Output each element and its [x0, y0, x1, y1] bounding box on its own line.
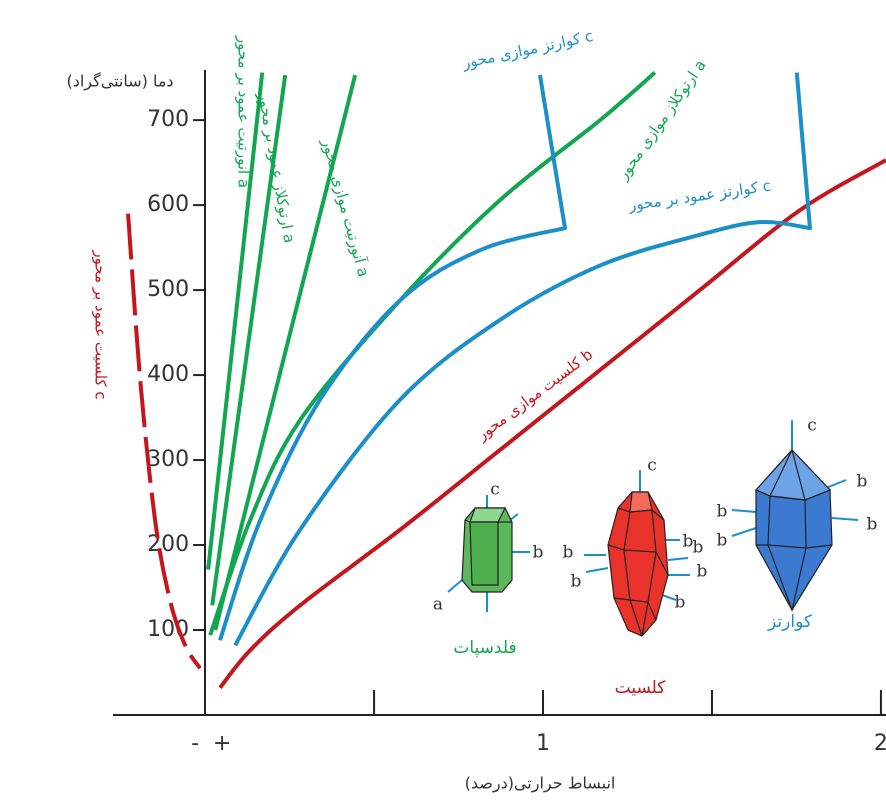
crystal-axis-label: b [693, 538, 704, 558]
series-line [206, 72, 265, 570]
crystal-axis-label: b [867, 515, 878, 535]
series-label: کلسیت عمود بر محور c [92, 249, 110, 399]
mineral-name: کلسیت [615, 678, 667, 698]
series-line [218, 74, 567, 641]
crystal-axis-label: c [490, 480, 500, 500]
calcite-crystal [584, 470, 690, 637]
x-tick-label: 1 [536, 731, 550, 756]
series-line [213, 74, 358, 631]
quartz-crystal [731, 420, 859, 613]
series-line [210, 74, 288, 606]
series-label: کلسیت موازی محور b [472, 345, 596, 444]
series-line [218, 158, 886, 690]
series-label: آنورتیت عمود بر محور a [235, 35, 253, 188]
sign-label: + [213, 731, 231, 756]
crystal-axis-label: b [533, 543, 544, 563]
crystal-axis-label: c [647, 456, 657, 476]
series-line [126, 213, 202, 670]
series-label: کوارتز عمود بر محور c [627, 177, 772, 215]
mineral-name: کوارتز [767, 612, 813, 632]
y-tick-label: 300 [147, 447, 189, 472]
crystal-axis-label: b [717, 531, 728, 551]
y-tick-label: 400 [147, 362, 189, 387]
y-tick-label: 200 [147, 532, 189, 557]
series-line [233, 72, 812, 647]
x-tick-label: 2 [874, 731, 886, 756]
series-label: ارتوکلاز موازی محور a [613, 56, 710, 183]
crystal-axis-label: c [807, 416, 817, 436]
y-tick-label: 500 [147, 277, 189, 302]
crystal-axis-label: b [563, 543, 574, 563]
crystal-axis-label: a [433, 595, 443, 615]
x-axis-label: انبساط حرارتی(درصد) [465, 774, 616, 794]
crystal-axis-label: b [675, 593, 686, 613]
y-axis-label: دما (سانتی‌گراد) [66, 72, 173, 92]
crystal-axis-label: b [571, 572, 582, 592]
crystal-icons [447, 420, 859, 637]
crystal-axis-label: b [857, 472, 868, 492]
series-label: کوارتز موازی محور c [460, 27, 595, 72]
series-label: ارتوکلاز عمود بر محور a [254, 90, 298, 244]
y-tick-label: 700 [147, 107, 189, 132]
sign-label: - [191, 731, 199, 756]
mineral-name: فلدسپات [453, 638, 516, 658]
series-label: آنورتیت موازی محور a [318, 136, 372, 279]
crystal-axis-label: b [697, 562, 708, 582]
y-tick-label: 600 [147, 192, 189, 217]
feldspar-crystal [447, 495, 530, 612]
crystal-axis-label: b [717, 502, 728, 522]
crystal-axis-label: b [683, 532, 694, 552]
